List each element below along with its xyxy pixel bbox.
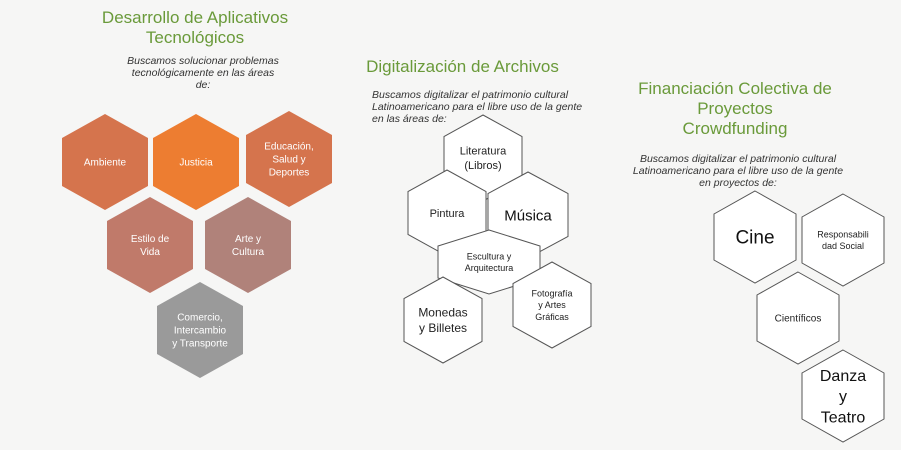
- hexagon-label-ambiente: Ambiente: [84, 158, 127, 169]
- hexagon-shape-estilo: [107, 197, 193, 293]
- hexagon-label-educacion: Salud y: [272, 155, 305, 166]
- hexagon-label-educacion: Deportes: [269, 168, 310, 179]
- hexagon-label-danza: Danza: [820, 368, 866, 385]
- hexagon-label-literatura: (Libros): [464, 160, 501, 172]
- hexagon-shape-justicia: [153, 114, 239, 210]
- hexagon-label-monedas: y Billetes: [419, 321, 467, 335]
- hexagon-danza: Danza y Teatro: [801, 349, 885, 443]
- hexagon-label-comercio: y Transporte: [172, 339, 228, 350]
- hexagon-shape-comercio: [157, 282, 243, 378]
- section1-title: Desarrollo de Aplicativos Tecnológicos: [101, 8, 289, 47]
- hexagon-shape-monedas: [403, 276, 483, 364]
- hexagon-escultura: Escultura y Arquitectura: [437, 229, 541, 295]
- hexagon-label-fotografia: y Artes: [538, 300, 566, 310]
- hexagon-label-estilo: Estilo de: [131, 234, 170, 245]
- hexagon-label-arte: Cultura: [232, 247, 265, 258]
- hexagon-shape-fotografia: [512, 261, 592, 349]
- hexagon-label-responsabilidad: Responsabili: [817, 229, 869, 239]
- hexagon-label-literatura: Literatura: [460, 146, 507, 158]
- hexagon-educacion: Educación, Salud y Deportes: [246, 111, 332, 207]
- hexagon-label-pintura: Pintura: [430, 208, 466, 220]
- hexagon-label-danza: y: [839, 389, 847, 406]
- hexagon-shape-ambiente: [62, 114, 148, 210]
- hexagon-label-comercio: Comercio,: [177, 313, 223, 324]
- hexagon-shape-educacion: [246, 111, 332, 207]
- hexagon-label-responsabilidad: dad Social: [822, 241, 864, 251]
- hexagon-ambiente: Ambiente: [62, 114, 148, 210]
- hexagon-label-monedas: Monedas: [418, 305, 467, 319]
- hexagon-fotografia: Fotografía y Artes Gráficas: [512, 261, 592, 349]
- hexagon-cine: Cine: [713, 190, 797, 284]
- hexagon-comercio: Comercio, Intercambio y Transporte: [157, 282, 243, 378]
- hexagon-label-musica: Música: [504, 207, 552, 224]
- hexagon-label-arte: Arte y: [235, 234, 261, 245]
- hexagon-label-escultura: Escultura y: [467, 251, 512, 261]
- hexagon-arte: Arte y Cultura: [205, 197, 291, 293]
- hexagon-monedas: Monedas y Billetes: [403, 276, 483, 364]
- section2-title: Digitalización de Archivos: [366, 57, 559, 76]
- hexagon-shape-cientificos: [756, 271, 840, 365]
- hexagon-label-fotografia: Gráficas: [535, 312, 569, 322]
- hexagon-pintura: Pintura: [407, 169, 487, 257]
- hexagon-label-escultura: Arquitectura: [465, 263, 514, 273]
- hexagon-justicia: Justicia: [153, 114, 239, 210]
- section3-description: Buscamos digitalizar el patrimonio cultu…: [632, 153, 844, 189]
- section2-description: Buscamos digitalizar el patrimonio cultu…: [372, 89, 583, 125]
- hexagon-responsabilidad: Responsabili dad Social: [801, 193, 885, 287]
- hexagon-shape-responsabilidad: [801, 193, 885, 287]
- hexagon-label-estilo: Vida: [140, 247, 160, 258]
- hexagon-label-cientificos: Científicos: [775, 314, 822, 325]
- hexagon-label-justicia: Justicia: [179, 158, 213, 169]
- hexagon-shape-cine: [713, 190, 797, 284]
- hexagon-label-educacion: Educación,: [264, 142, 313, 153]
- section1-description: Buscamos solucionar problemas tecnológic…: [127, 55, 279, 91]
- hexagon-shape-escultura: [437, 229, 541, 295]
- hexagon-cientificos: Científicos: [756, 271, 840, 365]
- hexagon-shape-danza: [801, 349, 885, 443]
- hexagon-label-comercio: Intercambio: [174, 326, 227, 337]
- hexagon-label-fotografia: Fotografía: [531, 288, 572, 298]
- hexagon-label-danza: Teatro: [821, 409, 866, 426]
- hexagon-label-cine: Cine: [735, 228, 774, 249]
- section3-title: Financiación Colectiva de Proyectos Crow…: [638, 79, 832, 138]
- hexagon-estilo: Estilo de Vida: [107, 197, 193, 293]
- hexagon-shape-arte: [205, 197, 291, 293]
